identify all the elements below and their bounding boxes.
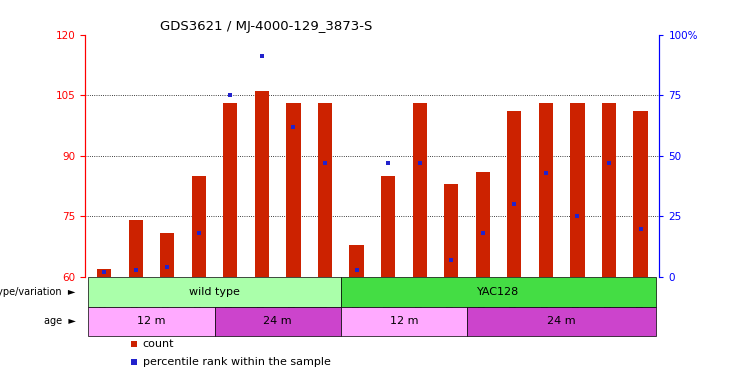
- Text: wild type: wild type: [189, 287, 240, 297]
- Text: 24 m: 24 m: [263, 316, 292, 326]
- Bar: [476, 172, 490, 277]
- Text: percentile rank within the sample: percentile rank within the sample: [142, 357, 330, 367]
- Bar: [318, 103, 332, 277]
- Text: age  ►: age ►: [44, 316, 76, 326]
- Bar: [129, 220, 143, 277]
- Text: 24 m: 24 m: [548, 316, 576, 326]
- Text: genotype/variation  ►: genotype/variation ►: [0, 287, 76, 297]
- Bar: [215, 307, 341, 336]
- Bar: [571, 103, 585, 277]
- Bar: [413, 103, 427, 277]
- Bar: [88, 307, 215, 336]
- Bar: [160, 233, 174, 277]
- Bar: [255, 91, 269, 277]
- Bar: [341, 307, 467, 336]
- Text: YAC128: YAC128: [477, 287, 519, 297]
- Text: GDS3621 / MJ-4000-129_3873-S: GDS3621 / MJ-4000-129_3873-S: [160, 20, 372, 33]
- Bar: [381, 176, 395, 277]
- Bar: [508, 111, 522, 277]
- Text: 12 m: 12 m: [137, 316, 166, 326]
- Bar: [223, 103, 237, 277]
- Bar: [88, 277, 341, 307]
- Bar: [192, 176, 206, 277]
- Bar: [634, 111, 648, 277]
- Bar: [444, 184, 459, 277]
- Text: count: count: [142, 339, 174, 349]
- Bar: [539, 103, 553, 277]
- Bar: [350, 245, 364, 277]
- Bar: [97, 269, 111, 277]
- Bar: [467, 307, 657, 336]
- Bar: [286, 103, 301, 277]
- Bar: [602, 103, 616, 277]
- Bar: [341, 277, 657, 307]
- Text: 12 m: 12 m: [390, 316, 418, 326]
